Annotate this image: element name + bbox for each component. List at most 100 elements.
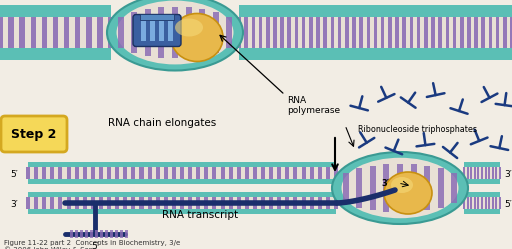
Bar (474, 167, 476, 179)
Bar (266, 17, 269, 48)
Text: RNA
polymerase: RNA polymerase (287, 96, 340, 115)
Bar (318, 167, 322, 179)
Bar (492, 167, 494, 179)
Ellipse shape (117, 0, 233, 64)
Bar (316, 17, 320, 48)
Ellipse shape (342, 158, 458, 218)
Bar (374, 17, 377, 48)
Bar (492, 197, 494, 209)
Text: 5′: 5′ (10, 170, 18, 179)
Bar (277, 197, 281, 209)
Bar (424, 166, 430, 210)
Bar (70, 230, 73, 238)
Bar (164, 197, 168, 209)
Bar (343, 173, 349, 203)
Bar (42, 197, 46, 209)
Bar (261, 167, 265, 179)
Bar (42, 167, 46, 179)
Text: 3′: 3′ (504, 170, 512, 179)
Bar (196, 167, 200, 179)
Bar (90, 230, 93, 238)
Bar (140, 13, 174, 19)
Bar (123, 167, 127, 179)
Bar (302, 17, 306, 48)
Bar (510, 17, 512, 48)
Bar (438, 168, 444, 208)
Bar (172, 167, 176, 179)
Bar (484, 167, 486, 179)
Bar (120, 230, 123, 238)
Bar (139, 167, 143, 179)
Bar (464, 197, 500, 209)
Bar (463, 197, 465, 209)
Bar (125, 230, 128, 238)
Bar (503, 17, 506, 48)
Bar (0, 17, 111, 48)
Bar (8, 17, 14, 48)
Bar (460, 17, 463, 48)
Bar (91, 197, 95, 209)
Bar (91, 167, 95, 179)
Bar (453, 17, 456, 48)
Bar (26, 167, 30, 179)
FancyBboxPatch shape (1, 116, 67, 152)
Bar (310, 167, 314, 179)
Bar (285, 167, 289, 179)
Bar (28, 197, 336, 209)
Bar (158, 7, 164, 58)
Bar (481, 167, 483, 179)
Ellipse shape (391, 177, 413, 193)
Bar (273, 17, 276, 48)
Bar (75, 230, 78, 238)
Bar (212, 197, 217, 209)
Bar (115, 167, 119, 179)
Bar (64, 17, 69, 48)
Bar (417, 17, 420, 48)
Bar (467, 17, 471, 48)
Bar (19, 17, 25, 48)
Bar (107, 197, 111, 209)
Bar (477, 197, 479, 209)
Bar (196, 197, 200, 209)
Bar (474, 17, 478, 48)
Bar (318, 197, 322, 209)
Bar (438, 17, 442, 48)
Bar (28, 192, 336, 214)
Text: 3′: 3′ (10, 199, 18, 208)
Bar (484, 197, 486, 209)
Bar (199, 9, 205, 56)
Bar (34, 197, 38, 209)
Bar (115, 230, 118, 238)
Bar (324, 17, 327, 48)
Text: Step 2: Step 2 (11, 127, 57, 140)
Ellipse shape (332, 152, 468, 224)
Bar (141, 20, 146, 41)
Text: Figure 11-22 part 2  Concepts in Biochemistry, 3/e: Figure 11-22 part 2 Concepts in Biochemi… (4, 240, 180, 246)
Bar (188, 197, 192, 209)
Bar (367, 17, 370, 48)
Bar (123, 197, 127, 209)
Bar (370, 166, 376, 210)
Bar (466, 197, 468, 209)
Bar (496, 17, 499, 48)
Bar (259, 17, 262, 48)
Bar (388, 17, 392, 48)
Bar (269, 197, 273, 209)
Bar (221, 197, 225, 209)
Bar (110, 230, 113, 238)
Ellipse shape (175, 18, 203, 37)
Bar (410, 17, 413, 48)
Bar (310, 197, 314, 209)
Bar (107, 167, 111, 179)
Bar (334, 197, 338, 209)
Bar (115, 197, 119, 209)
Bar (481, 197, 483, 209)
Bar (34, 167, 38, 179)
Bar (245, 167, 249, 179)
Bar (253, 197, 257, 209)
Bar (213, 12, 219, 53)
Bar (164, 167, 168, 179)
Bar (499, 167, 501, 179)
Bar (239, 17, 512, 48)
Bar (132, 197, 135, 209)
